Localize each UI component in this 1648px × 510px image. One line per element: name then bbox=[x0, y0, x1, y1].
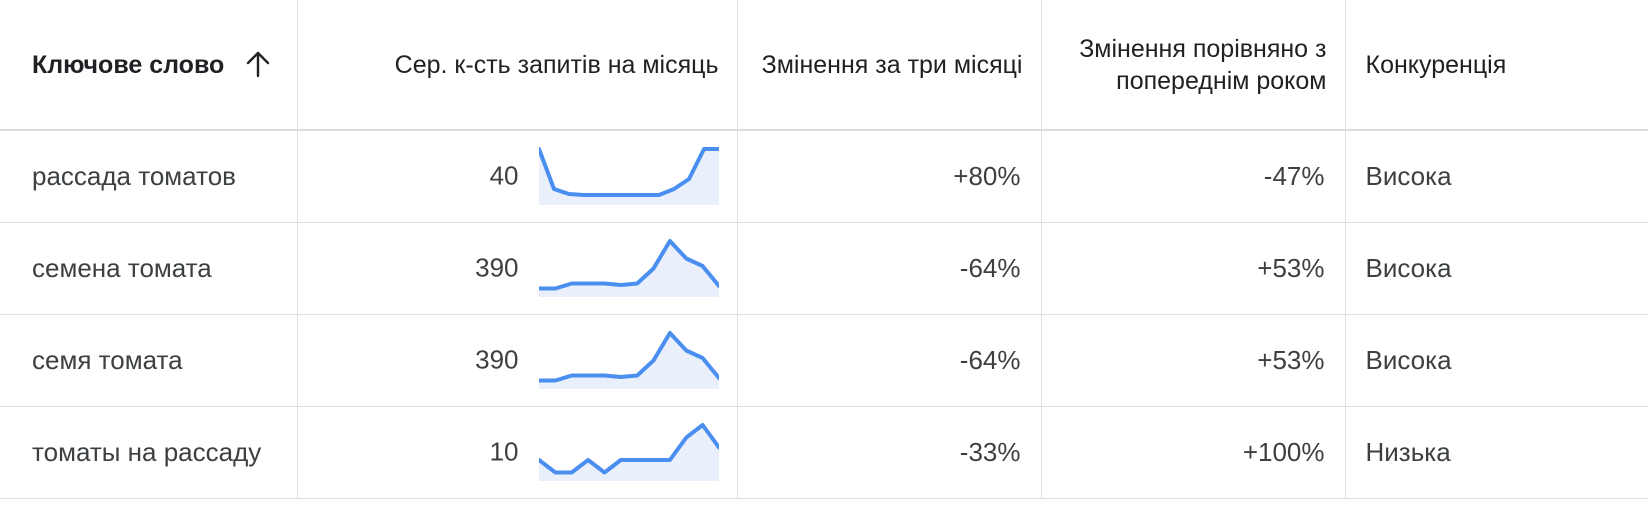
header-row: Ключове слово Сер. к-сть запитів на міся… bbox=[0, 0, 1648, 131]
sparkline-area bbox=[538, 240, 719, 297]
sparkline-line bbox=[538, 330, 719, 382]
competition-cell: Низька bbox=[1345, 406, 1648, 499]
competition-cell: Висока bbox=[1345, 130, 1648, 223]
yoy-change-cell: +53% bbox=[1041, 222, 1346, 315]
competition-cell: Висока bbox=[1345, 222, 1648, 315]
column-header-three-month-change[interactable]: Змінення за три місяці bbox=[737, 0, 1042, 131]
column-header-volume-label: Сер. к-сть запитів на місяць bbox=[394, 50, 719, 79]
competition-cell: Висока bbox=[1345, 314, 1648, 407]
column-header-three-month-label: Змінення за три місяці bbox=[761, 50, 1023, 79]
trend-sparkline bbox=[538, 330, 719, 389]
three-month-change-cell: -64% bbox=[737, 314, 1042, 407]
table-body: рассада томатов 40 +80% -47% Висока семе… bbox=[0, 130, 1648, 499]
sparkline-line bbox=[538, 238, 719, 290]
table-row[interactable]: семена томата 390 -64% +53% Висока bbox=[0, 222, 1648, 315]
table-row[interactable]: рассада томатов 40 +80% -47% Висока bbox=[0, 130, 1648, 223]
keyword-cell: томаты на рассаду bbox=[0, 406, 298, 499]
keyword-cell: семя томата bbox=[0, 314, 298, 407]
volume-cell: 10 bbox=[297, 406, 738, 499]
column-header-yoy-change[interactable]: Змінення порівняно з попереднім роком bbox=[1041, 0, 1346, 131]
sparkline-line bbox=[538, 147, 719, 197]
yoy-change-cell: +100% bbox=[1041, 406, 1346, 499]
three-month-change-cell: -64% bbox=[737, 222, 1042, 315]
yoy-change-cell: -47% bbox=[1041, 130, 1346, 223]
table-header: Ключове слово Сер. к-сть запитів на міся… bbox=[0, 0, 1648, 131]
three-month-change-cell: -33% bbox=[737, 406, 1042, 499]
keyword-cell: рассада томатов bbox=[0, 130, 298, 223]
column-header-keyword[interactable]: Ключове слово bbox=[0, 0, 298, 131]
volume-value: 10 bbox=[489, 436, 519, 467]
volume-cell: 390 bbox=[297, 222, 738, 315]
trend-sparkline bbox=[538, 422, 719, 481]
column-header-competition-label: Конкуренція bbox=[1365, 50, 1507, 79]
trend-sparkline bbox=[538, 147, 719, 205]
sparkline-area bbox=[538, 332, 719, 389]
three-month-change-cell: +80% bbox=[737, 130, 1042, 223]
column-header-yoy-label: Змінення порівняно з попереднім роком bbox=[1079, 34, 1327, 95]
yoy-change-cell: +53% bbox=[1041, 314, 1346, 407]
column-header-keyword-label: Ключове слово bbox=[32, 50, 225, 79]
volume-value: 390 bbox=[475, 252, 519, 283]
arrow-up-icon[interactable] bbox=[245, 50, 271, 78]
table-row[interactable]: томаты на рассаду 10 -33% +100% Низька bbox=[0, 406, 1648, 499]
volume-value: 390 bbox=[475, 344, 519, 375]
table-row[interactable]: семя томата 390 -64% +53% Висока bbox=[0, 314, 1648, 407]
keyword-table: Ключове слово Сер. к-сть запитів на міся… bbox=[0, 0, 1648, 499]
sparkline-line bbox=[538, 422, 719, 474]
volume-value: 40 bbox=[489, 160, 519, 191]
sparkline-area bbox=[538, 424, 719, 481]
keyword-cell: семена томата bbox=[0, 222, 298, 315]
trend-sparkline bbox=[538, 238, 719, 297]
volume-cell: 40 bbox=[297, 130, 738, 223]
column-header-volume[interactable]: Сер. к-сть запитів на місяць bbox=[297, 0, 738, 131]
volume-cell: 390 bbox=[297, 314, 738, 407]
column-header-competition[interactable]: Конкуренція bbox=[1345, 0, 1648, 131]
